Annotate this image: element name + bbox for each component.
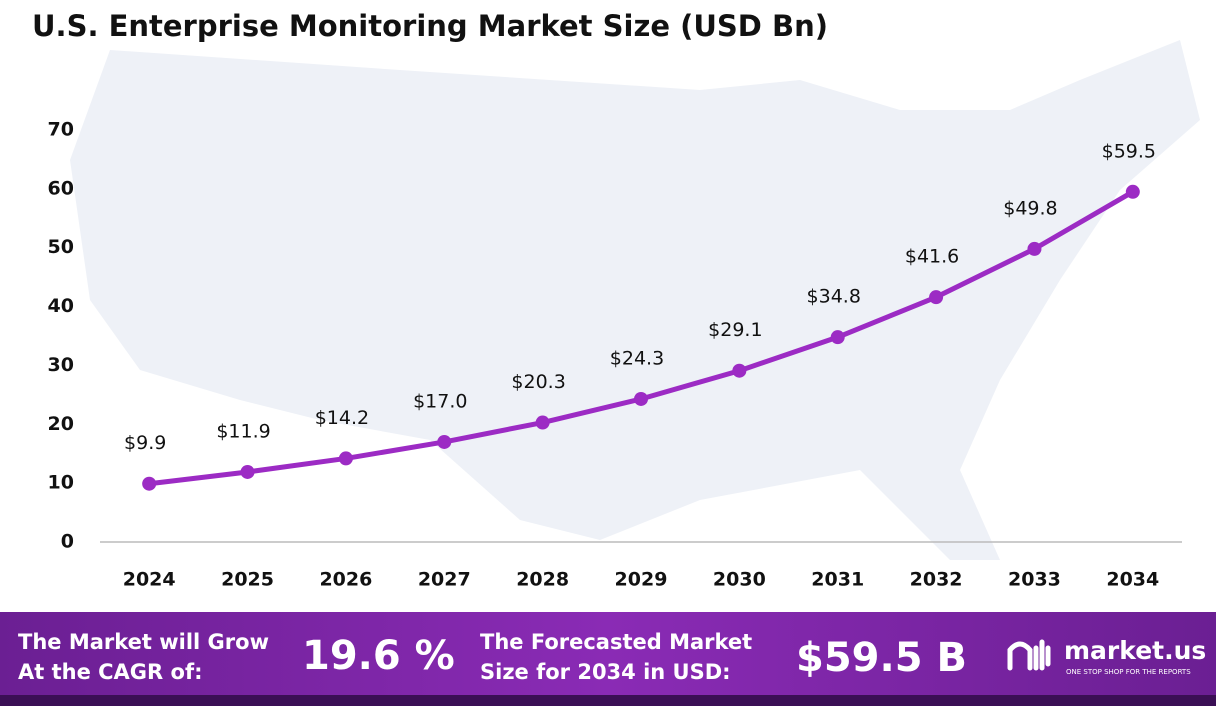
cagr-label: At the CAGR of: — [18, 660, 203, 684]
x-tick-label: 2034 — [1106, 569, 1159, 591]
point — [1125, 184, 1140, 199]
y-tick-label: 70 — [48, 119, 74, 141]
y-tick-label: 10 — [48, 472, 74, 494]
value-label: $41.6 — [905, 246, 959, 268]
footer-band — [0, 612, 1216, 706]
y-tick-label: 20 — [48, 413, 74, 435]
y-tick-label: 30 — [48, 354, 74, 376]
y-tick-label: 60 — [48, 177, 74, 199]
value-label: $17.0 — [413, 390, 467, 412]
value-label: $49.8 — [1003, 197, 1057, 219]
brand: market.us — [1064, 636, 1206, 665]
value-label: $29.1 — [708, 319, 762, 341]
point — [535, 415, 550, 430]
x-tick-label: 2026 — [319, 569, 372, 591]
footer-edge — [0, 695, 1216, 706]
x-tick-label: 2033 — [1008, 569, 1061, 591]
tagline: ONE STOP SHOP FOR THE REPORTS — [1066, 668, 1191, 676]
value-label: $20.3 — [511, 371, 565, 393]
point — [929, 290, 944, 305]
chart-title: U.S. Enterprise Monitoring Market Size (… — [32, 9, 828, 43]
y-tick-label: 0 — [61, 531, 74, 553]
point — [1027, 241, 1042, 256]
point — [338, 451, 353, 466]
forecast-value: $59.5 B — [796, 635, 967, 681]
x-tick-label: 2027 — [418, 569, 471, 591]
y-tick-label: 40 — [48, 295, 74, 317]
x-tick-label: 2024 — [123, 569, 176, 591]
point — [240, 464, 255, 479]
map-background — [70, 40, 1200, 560]
x-tick-label: 2030 — [713, 569, 766, 591]
forecast-label: The Forecasted Market — [480, 630, 752, 654]
value-label: $11.9 — [216, 420, 270, 442]
cagr-value: 19.6 % — [302, 633, 455, 679]
y-tick-label: 50 — [48, 236, 74, 258]
point — [830, 330, 845, 345]
x-tick-label: 2028 — [516, 569, 569, 591]
point — [437, 434, 452, 449]
point — [732, 363, 747, 378]
x-tick-label: 2025 — [221, 569, 274, 591]
value-label: $9.9 — [124, 432, 166, 454]
point — [142, 476, 157, 491]
x-tick-label: 2029 — [615, 569, 668, 591]
point — [634, 391, 648, 406]
x-tick-label: 2031 — [811, 569, 864, 591]
x-tick-label: 2032 — [910, 569, 963, 591]
forecast-label: Size for 2034 in USD: — [480, 660, 731, 684]
value-label: $14.2 — [315, 407, 369, 429]
cagr-label: The Market will Grow — [18, 630, 269, 654]
brand-logo — [1007, 639, 1051, 671]
value-label: $34.8 — [807, 286, 861, 308]
value-label: $59.5 — [1102, 140, 1156, 162]
value-label: $24.3 — [610, 347, 664, 369]
